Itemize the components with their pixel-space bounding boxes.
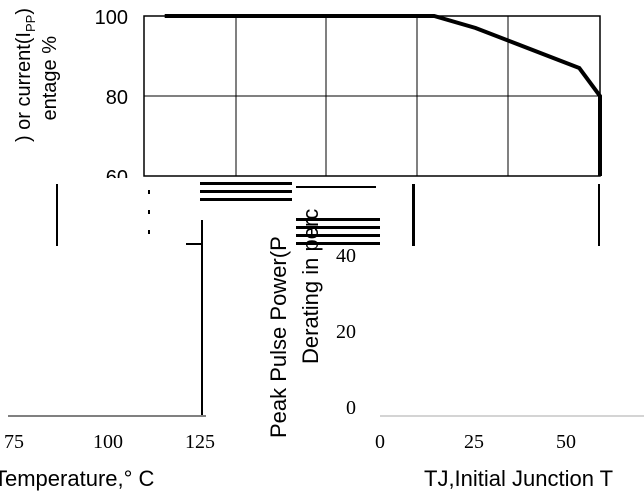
ylabel-top-group: ) or current(IPP) — [13, 8, 38, 142]
ylabel-mid-group: entage % — [39, 36, 61, 121]
ytick-20: 20 — [336, 321, 356, 343]
ytick-100: 100 — [95, 7, 128, 29]
ylabel-left1-group: Peak Pulse Power(P — [266, 236, 291, 438]
ylabel-left-line2: Derating in perc — [298, 209, 323, 364]
xlabel-right: TJ,Initial Junction T — [424, 466, 613, 491]
ylabel-left2-group: Derating in perc — [298, 209, 323, 364]
xlabel-left: Temperature,° C — [0, 466, 155, 491]
grid — [144, 16, 600, 176]
ylabel-left-line1: Peak Pulse Power(P — [266, 236, 291, 438]
ytick-80: 80 — [106, 87, 128, 109]
xtick-25: 25 — [464, 431, 484, 453]
ytick-0: 0 — [346, 397, 356, 419]
clip-band — [40, 178, 610, 186]
xtick-0: 0 — [375, 431, 385, 453]
ytick-40: 40 — [336, 245, 356, 267]
xtick-50: 50 — [556, 431, 576, 453]
xtick-100: 100 — [93, 431, 123, 453]
artifact-bars — [56, 182, 600, 415]
xtick-125: 125 — [185, 431, 215, 453]
ylabel-top: ) or current(IPP) — [13, 8, 38, 142]
xtick-75: 75 — [4, 431, 24, 453]
ylabel-mid: entage % — [39, 36, 61, 121]
